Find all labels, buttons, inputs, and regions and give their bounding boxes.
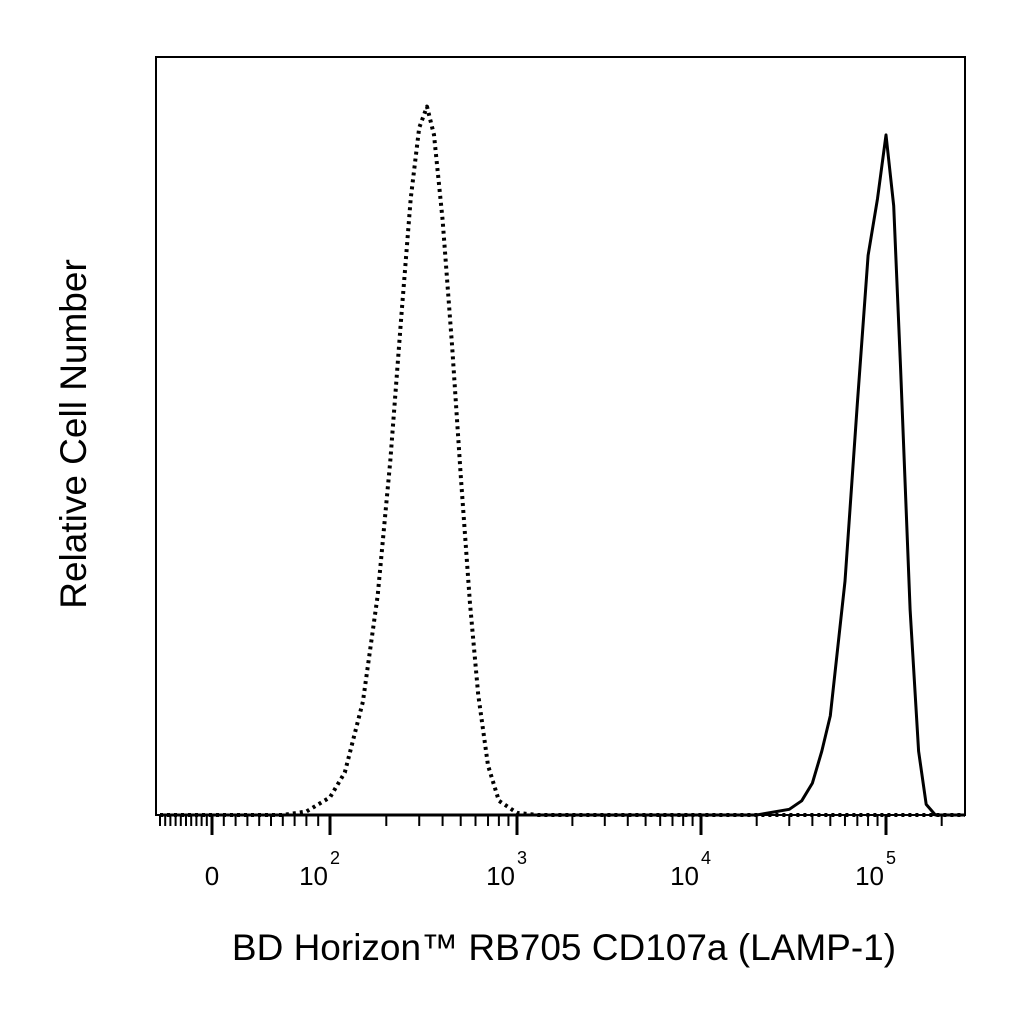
x-tick-label-exponent: 4 — [701, 848, 711, 868]
x-tick-label: 104 — [670, 848, 711, 891]
x-axis-ticks — [159, 815, 943, 835]
y-axis-title: Relative Cell Number — [53, 259, 94, 609]
x-tick-label-exponent: 5 — [886, 848, 896, 868]
series-dotted-curve — [160, 104, 965, 817]
x-tick-label: 0 — [205, 861, 219, 891]
x-tick-label-base: 10 — [855, 861, 884, 891]
x-tick-label-exponent: 3 — [517, 848, 527, 868]
x-tick-label: 103 — [486, 848, 527, 891]
x-tick-label: 102 — [299, 848, 340, 891]
x-tick-label: 105 — [855, 848, 896, 891]
x-tick-label-base: 10 — [486, 861, 515, 891]
x-tick-label-base: 10 — [670, 861, 699, 891]
x-axis-title: BD Horizon™ RB705 CD107a (LAMP-1) — [232, 927, 896, 968]
series-solid-curve — [160, 133, 965, 817]
x-tick-label-base: 10 — [299, 861, 328, 891]
x-tick-label-exponent: 2 — [330, 848, 340, 868]
plot-frame — [155, 56, 966, 816]
histogram-series — [160, 104, 965, 817]
x-tick-label-base: 0 — [205, 861, 219, 891]
